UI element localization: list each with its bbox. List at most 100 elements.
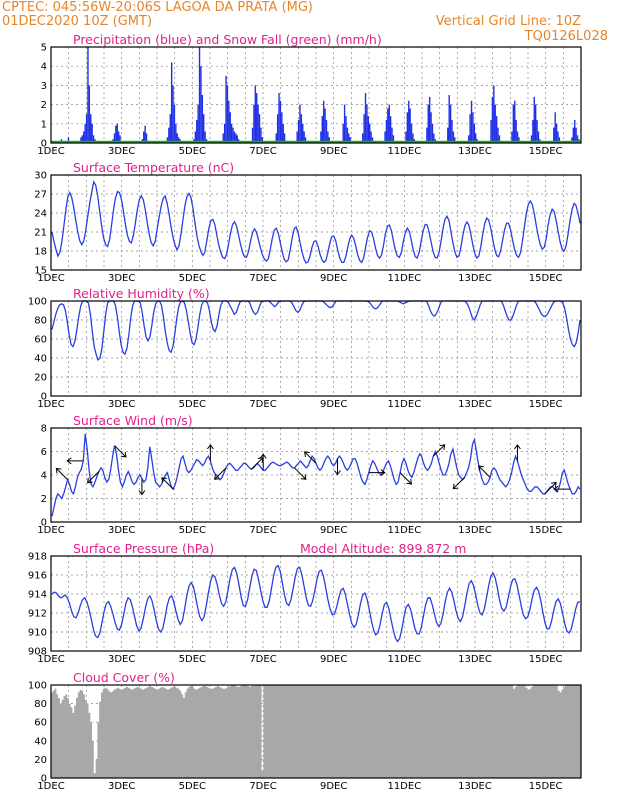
precip-bar [115, 125, 117, 143]
panels: 0 1 2 3 4 5 1DEC 3DEC 5DEC 7DEC 9DEC 11DEC 13DEC 15DE… [28, 32, 582, 792]
y-tick-label: 100 [28, 681, 47, 692]
precip-bar [493, 85, 495, 143]
precip-bar [387, 108, 389, 143]
x-tick-label: 5DEC [179, 273, 206, 284]
x-tick-label: 9DEC [320, 654, 347, 665]
precip-bar [532, 119, 534, 143]
precip-bar [553, 127, 555, 143]
wind-arrow [544, 482, 557, 495]
precip-bar [408, 100, 410, 143]
x-tick-label: 1DEC [37, 654, 64, 665]
precip-bar [534, 104, 537, 143]
precip-bar [304, 137, 307, 143]
precip-bar [80, 137, 82, 143]
x-tick-label: 3DEC [108, 654, 135, 665]
y-tick-label: 8 [41, 424, 47, 435]
y-tick-label: 24 [34, 209, 47, 220]
precip-bar [571, 137, 573, 143]
precip-bar [228, 100, 230, 143]
wind-arrow-head [452, 483, 459, 490]
precip-bar [321, 116, 323, 143]
precip-bar [296, 131, 298, 143]
precip-bar [536, 119, 538, 143]
precip-bar [67, 137, 70, 143]
precipitation-frame [50, 46, 582, 144]
precip-bar [275, 133, 277, 143]
cloud-panel: 0 20 40 60 80 100 1DEC 3DEC 5DEC 7DEC 9DEC 11DEC 13D… [28, 670, 582, 792]
precip-bar [168, 127, 170, 143]
precip-bar [385, 119, 388, 143]
precip-bar [197, 104, 199, 143]
precip-bar [251, 127, 254, 143]
x-tick-label: 1DEC [37, 525, 64, 536]
wind-panel: 0 2 4 6 8 1DEC 3DEC 5DEC 7DEC 9DEC 11DEC 13DEC 15DEC… [37, 413, 582, 536]
y-tick-label: 3 [41, 81, 47, 92]
y-tick-label: 60 [34, 335, 47, 346]
precip-bar [281, 112, 283, 143]
precip-bar [558, 137, 561, 143]
header-line2-left: 01DEC2020 10Z (GMT) [2, 14, 152, 29]
y-tick-label: 0 [41, 139, 47, 150]
wind-arrow-head [551, 481, 557, 488]
y-tick-label: 5 [41, 43, 47, 54]
cloud-area [51, 685, 581, 778]
x-tick-label: 7DEC [249, 146, 276, 157]
wind-arrow-head [120, 451, 127, 458]
precip-bar [530, 135, 533, 143]
y-tick-label: 4 [41, 471, 47, 482]
precip-bar [173, 104, 176, 143]
x-tick-label: 1DEC [37, 399, 64, 410]
x-tick-label: 7DEC [249, 525, 276, 536]
y-tick-label: 6 [41, 447, 47, 458]
wind-arrow [87, 471, 100, 484]
precip-bar [260, 127, 262, 143]
precip-bar [236, 135, 238, 143]
y-tick-label: 80 [34, 316, 47, 327]
precip-bar [449, 104, 452, 143]
precip-bar [229, 112, 231, 143]
precip-bar [196, 119, 198, 143]
precip-bar [346, 127, 349, 143]
wind-arrow-head [334, 470, 341, 476]
wind-arrow-head [161, 477, 167, 483]
precip-bar [392, 135, 395, 143]
wind-arrow-head [514, 444, 521, 450]
x-tick-label: 7DEC [249, 273, 276, 284]
pressure-line [51, 564, 581, 643]
precip-bar [490, 119, 492, 143]
x-tick-label: 13DEC [458, 781, 492, 792]
precip-bar [223, 123, 226, 143]
x-tick-label: 7DEC [249, 781, 276, 792]
precip-bar [256, 93, 258, 143]
x-tick-label: 15DEC [529, 525, 563, 536]
precip-bar [511, 131, 513, 143]
pressure-title: Surface Pressure (hPa) [73, 541, 214, 556]
precip-bar [84, 123, 86, 143]
precip-bar [473, 123, 475, 143]
x-tick-label: 7DEC [249, 399, 276, 410]
y-tick-label: 30 [34, 171, 47, 182]
precip-bar [257, 104, 259, 143]
wind-line [51, 433, 581, 517]
precip-bar [575, 127, 577, 143]
precip-bar [226, 85, 229, 143]
humidity-panel: 0 20 40 60 80 100 1DEC 3DEC 5DEC 7DEC 9DEC 11DEC 13D… [28, 286, 582, 410]
x-tick-label: 13DEC [458, 525, 492, 536]
temperature-title: Surface Temperature (nC) [73, 160, 234, 175]
precip-bar [324, 108, 326, 143]
x-tick-label: 9DEC [320, 781, 347, 792]
precip-bar [302, 123, 304, 143]
precip-bar [451, 119, 453, 143]
precip-bar [87, 47, 89, 143]
wind-arrow-head [478, 465, 484, 472]
x-tick-label: 15DEC [529, 273, 563, 284]
y-tick-label: 918 [28, 552, 47, 563]
x-tick-label: 3DEC [108, 146, 135, 157]
y-tick-label: 20 [34, 373, 47, 384]
y-tick-label: 912 [28, 609, 47, 620]
x-tick-label: 5DEC [179, 525, 206, 536]
header-line1: CPTEC: 045:56W-20:06S LAGOA DA PRATA (MG… [2, 0, 313, 15]
wind-arrow-head [55, 467, 62, 474]
precip-bar [388, 104, 390, 143]
precip-bar [172, 85, 174, 143]
